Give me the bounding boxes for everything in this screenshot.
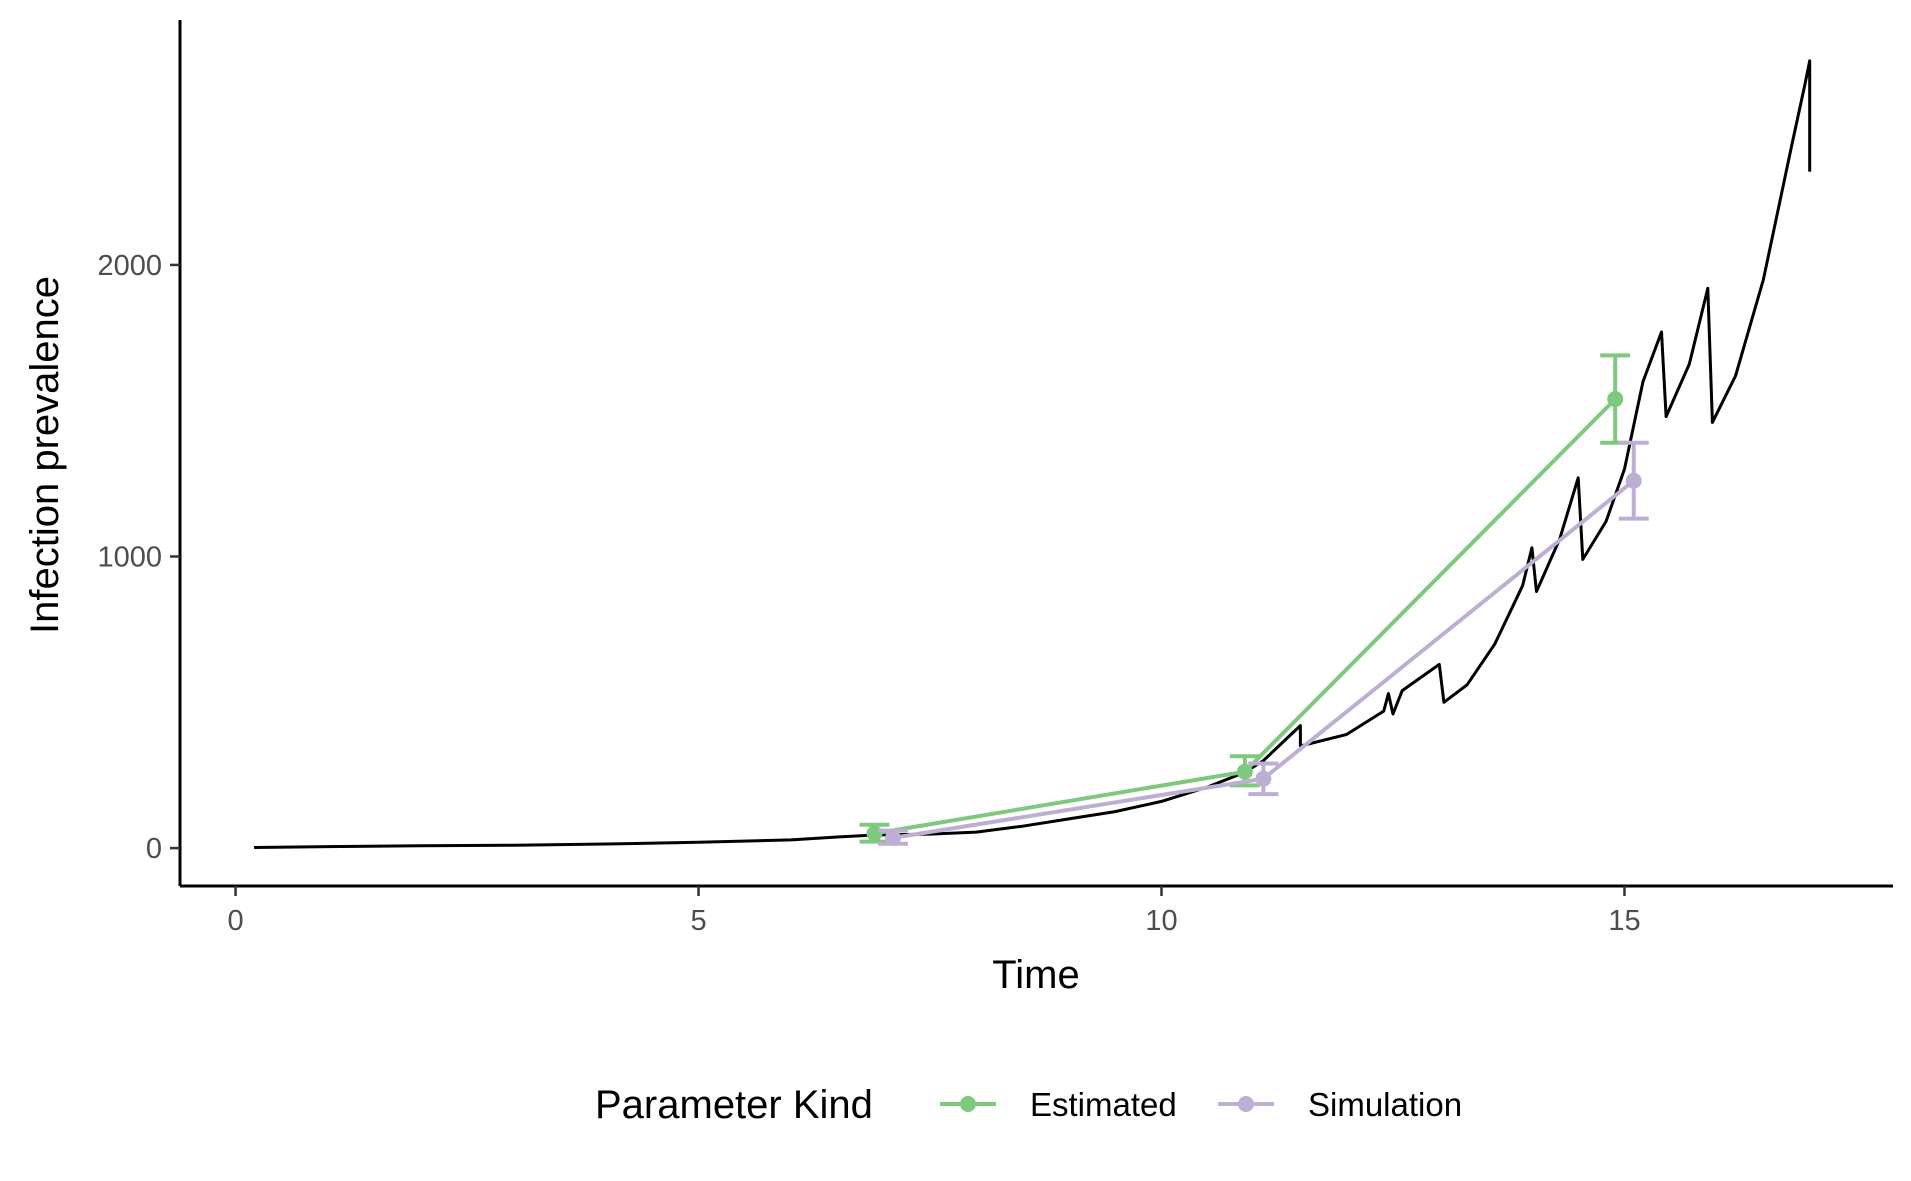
y-tick-label: 1000	[97, 542, 162, 574]
x-tick-label: 15	[1608, 905, 1640, 937]
legend-label: Simulation	[1308, 1086, 1462, 1123]
trajectory-line	[254, 59, 1812, 849]
x-tick-label: 10	[1145, 905, 1177, 937]
x-tick-label: 5	[690, 905, 706, 937]
series-simulation	[877, 440, 1649, 846]
data-point	[884, 829, 901, 846]
axes: 0 5 10 15 0 1000 2000	[97, 20, 1893, 937]
plot-area	[254, 59, 1812, 849]
legend-label: Estimated	[1030, 1086, 1177, 1123]
data-point	[866, 825, 883, 842]
legend-item-estimated: Estimated	[940, 1086, 1177, 1123]
legend-title: Parameter Kind	[595, 1083, 873, 1127]
legend-key-point	[1238, 1096, 1254, 1112]
data-point	[1236, 763, 1253, 780]
y-tick-label: 2000	[97, 250, 162, 282]
data-point	[1625, 472, 1642, 489]
y-axis-title: Infection prevalence	[23, 276, 67, 634]
legend-key-point	[960, 1096, 976, 1112]
data-point	[1607, 391, 1624, 408]
legend: Parameter Kind Estimated Simulation	[595, 1083, 1462, 1127]
x-axis-title: Time	[992, 953, 1079, 997]
data-point	[1255, 770, 1272, 787]
legend-item-simulation: Simulation	[1218, 1086, 1462, 1123]
series-estimated	[859, 353, 1631, 844]
y-tick-label: 0	[146, 833, 162, 865]
x-tick-label: 0	[227, 905, 243, 937]
